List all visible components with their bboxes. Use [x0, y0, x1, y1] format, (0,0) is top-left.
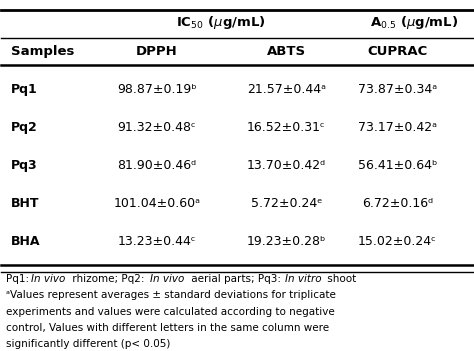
Text: 15.02±0.24ᶜ: 15.02±0.24ᶜ	[358, 235, 437, 248]
Text: 81.90±0.46ᵈ: 81.90±0.46ᵈ	[118, 159, 196, 172]
Text: A$_{0.5}$ ($\mu$g/mL): A$_{0.5}$ ($\mu$g/mL)	[370, 14, 458, 31]
Text: ABTS: ABTS	[267, 45, 306, 58]
Text: 13.70±0.42ᵈ: 13.70±0.42ᵈ	[247, 159, 326, 172]
Text: ᵃValues represent averages ± standard deviations for triplicate: ᵃValues represent averages ± standard de…	[6, 290, 336, 300]
Text: DPPH: DPPH	[136, 45, 178, 58]
Text: Pq1: Pq1	[11, 83, 37, 96]
Text: BHT: BHT	[11, 197, 39, 210]
Text: significantly different (p< 0.05): significantly different (p< 0.05)	[6, 339, 171, 349]
Text: Pq2: Pq2	[11, 121, 37, 134]
Text: IC$_{50}$ ($\mu$g/mL): IC$_{50}$ ($\mu$g/mL)	[176, 14, 265, 31]
Text: 19.23±0.28ᵇ: 19.23±0.28ᵇ	[247, 235, 326, 248]
Text: aerial parts; Pq3:: aerial parts; Pq3:	[188, 274, 281, 284]
Text: 16.52±0.31ᶜ: 16.52±0.31ᶜ	[247, 121, 326, 134]
Text: 5.72±0.24ᵉ: 5.72±0.24ᵉ	[251, 197, 322, 210]
Text: In vivo: In vivo	[150, 274, 185, 284]
Text: experiments and values were calculated according to negative: experiments and values were calculated a…	[6, 307, 335, 317]
Text: 13.23±0.44ᶜ: 13.23±0.44ᶜ	[118, 235, 196, 248]
Text: 6.72±0.16ᵈ: 6.72±0.16ᵈ	[362, 197, 433, 210]
Text: 98.87±0.19ᵇ: 98.87±0.19ᵇ	[117, 83, 197, 96]
Text: 91.32±0.48ᶜ: 91.32±0.48ᶜ	[118, 121, 196, 134]
Text: Samples: Samples	[11, 45, 74, 58]
Text: In vivo: In vivo	[31, 274, 65, 284]
Text: 56.41±0.64ᵇ: 56.41±0.64ᵇ	[357, 159, 437, 172]
Text: 73.87±0.34ᵃ: 73.87±0.34ᵃ	[358, 83, 437, 96]
Text: Pq3: Pq3	[11, 159, 37, 172]
Text: 73.17±0.42ᵃ: 73.17±0.42ᵃ	[358, 121, 437, 134]
Text: 101.04±0.60ᵃ: 101.04±0.60ᵃ	[113, 197, 201, 210]
Text: 21.57±0.44ᵃ: 21.57±0.44ᵃ	[247, 83, 326, 96]
Text: Pq1:: Pq1:	[6, 274, 33, 284]
Text: CUPRAC: CUPRAC	[367, 45, 428, 58]
Text: control, Values with different letters in the same column were: control, Values with different letters i…	[6, 323, 329, 333]
Text: BHA: BHA	[11, 235, 40, 248]
Text: shoot: shoot	[324, 274, 356, 284]
Text: In vitro: In vitro	[284, 274, 321, 284]
Text: rhizome; Pq2:: rhizome; Pq2:	[69, 274, 147, 284]
